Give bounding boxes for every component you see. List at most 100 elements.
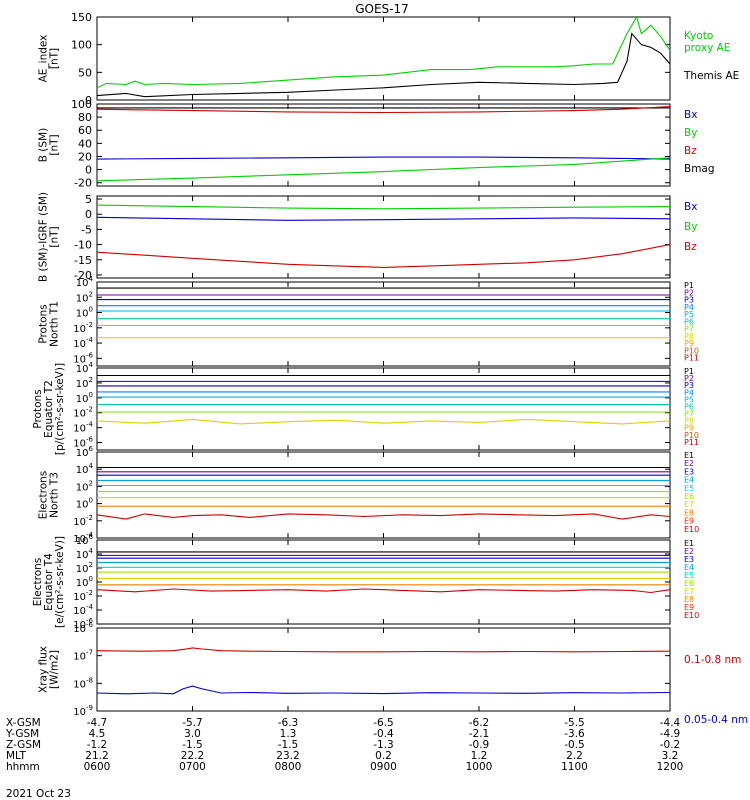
legend-entry: Bx [684,201,697,213]
y-axis-label: Equator T2 [43,380,55,438]
legend-entry: E3 [684,555,694,564]
y-tick-label: 100 [76,575,93,589]
ephemeris-value: -1.5 [182,739,203,751]
y-axis-label: [e/(cm²-s-sr-keV)] [54,536,66,628]
y-tick-label: 102 [76,290,93,304]
y-tick-label: 10-2 [73,406,93,420]
panel-frame [96,451,671,539]
legend-entry: E8 [684,508,694,517]
y-tick-label: 0 [85,94,92,107]
y-tick-label: 10-2 [73,514,93,528]
legend-entry: E2 [684,547,694,556]
y-axis-label: Electrons [32,558,44,607]
y-tick-label: 10-8 [73,676,93,690]
legend-entry: P5 [684,310,694,319]
series-line-bx [97,216,670,221]
y-axis-label: Protons [32,389,44,428]
legend-entry: By [684,127,697,139]
legend-entry: P4 [684,303,694,312]
legend-entry: Bz [684,145,697,157]
y-axis-label: Equator T4 [43,553,55,611]
ephemeris-value: 3.2 [662,750,679,762]
ephemeris-value: 4.5 [89,728,106,740]
legend-entry: E5 [684,571,694,580]
panel-frame [96,367,671,451]
y-tick-label: 10-2 [73,589,93,603]
ephemeris-value: -1.5 [278,739,299,751]
series-line-bz [97,106,670,114]
ephemeris-value: -0.5 [564,739,585,751]
ephemeris-value: -0.9 [469,739,490,751]
ephemeris-value: -4.4 [660,717,681,729]
y-axis-label: North T1 [49,301,61,347]
legend-entry: E1 [684,451,694,460]
legend-entry: E1 [684,539,694,548]
date-label: 2021 Oct 23 [6,788,71,800]
y-tick-label: 10-2 [73,321,93,335]
legend-entry: E2 [684,459,694,468]
ephemeris-value: -6.2 [469,717,490,729]
y-tick-label: 104 [76,361,94,375]
y-tick-label: 10-4 [73,421,93,435]
legend-entry: P8 [684,332,694,341]
y-tick-label: 0 [85,164,92,177]
legend-entry: 0.1-0.8 nm [684,654,741,666]
y-tick-label: -20 [74,269,92,282]
legend-entry: P2 [684,288,694,297]
legend-entry: proxy AE [684,42,730,54]
ephemeris-table: X-GSM -4.7 -5.7 -6.3 -6.5 -6.2 -5.5 -4.4 Y-GSM 4.… [5,717,683,773]
y-tick-label: 106 [76,533,94,547]
legend-entry: P9 [684,339,694,348]
ephemeris-value: -6.5 [373,717,394,729]
panel-frame [96,627,671,712]
y-axis-label: B (SM) [38,128,50,162]
y-tick-label: -10 [74,239,92,252]
legend-entry: E4 [684,563,694,572]
legend-entry: P5 [684,395,694,404]
series-line-e9 [97,513,670,520]
y-axis-label: [nT] [49,226,61,247]
ephemeris-row-label: hhmm [6,761,40,773]
legend-entry: E4 [684,476,694,485]
y-axis-label: Xray flux [38,646,50,693]
series-line-0-1-0-8-nm [97,647,670,653]
legend-entry: P6 [684,317,694,326]
ephemeris-value: -0.4 [373,728,394,740]
legend-entry: E5 [684,484,694,493]
y-tick-label: 10-4 [73,603,93,617]
ephemeris-value: -6.3 [278,717,299,729]
y-tick-label: 100 [76,391,93,405]
y-axis-label: Electrons [38,471,50,520]
legend-entry: P9 [684,424,694,433]
y-tick-label: 10-6 [73,351,93,365]
ephemeris-value: 1.3 [280,728,297,740]
y-axis-label: [p/(cm²-s-sr-keV)] [54,363,66,455]
panel-frame [96,103,671,187]
ephemeris-value: 0700 [179,761,206,773]
y-axis-label: AE_index [38,35,50,83]
y-tick-label: 80 [78,111,92,124]
y-tick-label: 102 [76,561,93,575]
y-tick-label: 102 [76,479,93,493]
legend-entry: P4 [684,388,694,397]
y-axis-label: B (SM)-IGRF (SM) [38,192,50,282]
y-tick-label: 104 [76,275,94,289]
y-tick-label: 100 [76,497,93,511]
y-axis-label: Protons [38,304,50,343]
legend-entry: E8 [684,595,694,604]
ephemeris-value: 1200 [657,761,684,773]
y-tick-label: 10-4 [73,336,93,350]
y-tick-label: 10-6 [73,617,93,631]
y-tick-label: 10-9 [73,704,93,718]
y-tick-label: 10-7 [73,649,93,663]
legend-entry: Bmag [684,163,715,175]
series-line-bz [97,244,670,268]
series-line-themis-ae [97,32,670,98]
series-line-by [97,157,670,182]
ephemeris-value: 0600 [84,761,111,773]
